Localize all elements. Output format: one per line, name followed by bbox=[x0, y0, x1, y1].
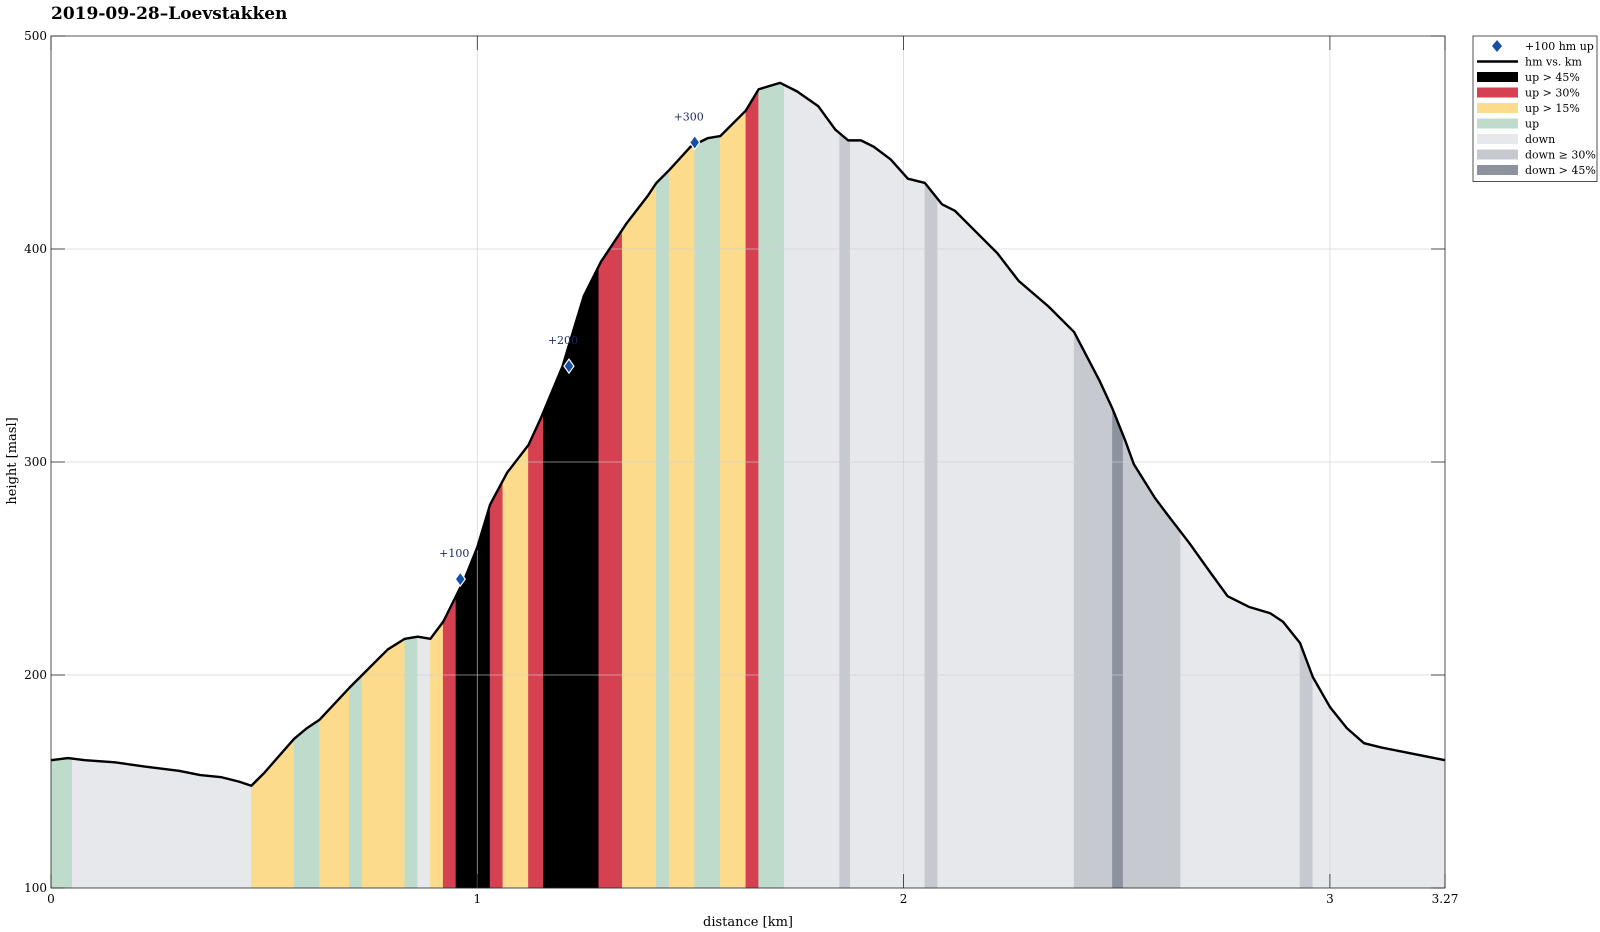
y-tick-label: 400 bbox=[24, 242, 47, 256]
band-down bbox=[783, 84, 840, 889]
y-tick-label: 500 bbox=[24, 29, 47, 43]
legend-label: up > 45% bbox=[1525, 71, 1580, 84]
band-up15 bbox=[719, 109, 747, 889]
legend-marker-symbol bbox=[1492, 40, 1502, 52]
x-tick-label: 3 bbox=[1326, 892, 1334, 906]
band-down30 bbox=[1122, 435, 1181, 889]
band-up bbox=[50, 757, 73, 889]
legend: +100 hm up hm vs. km up > 45% up > 30% up > … bbox=[1472, 35, 1598, 182]
x-tick-label: 0 bbox=[47, 892, 55, 906]
legend-label: hm vs. km bbox=[1525, 56, 1583, 69]
band-up30 bbox=[442, 596, 457, 889]
axes: 0 1 2 3 3.27 100 200 300 400 500 bbox=[24, 29, 1458, 906]
band-up15 bbox=[430, 620, 444, 889]
marker-label: +300 bbox=[674, 111, 704, 124]
y-tick-label: 100 bbox=[24, 881, 47, 895]
band-down30 bbox=[839, 132, 851, 889]
band-down30 bbox=[924, 182, 938, 889]
band-down30 bbox=[1073, 331, 1113, 889]
band-down30 bbox=[1299, 642, 1314, 889]
marker-diamond bbox=[454, 571, 466, 588]
legend-swatch-up45 bbox=[1477, 72, 1518, 82]
profile-line-layer bbox=[50, 81, 1446, 787]
band-up bbox=[758, 82, 785, 889]
legend-label: down ≥ 30% bbox=[1525, 149, 1596, 162]
legend-label: up bbox=[1525, 118, 1539, 131]
band-up15 bbox=[251, 738, 295, 889]
legend-label: up > 15% bbox=[1525, 102, 1580, 115]
profile-line bbox=[50, 81, 1446, 787]
y-tick-label: 300 bbox=[24, 455, 47, 469]
legend-swatch-up15 bbox=[1477, 103, 1518, 113]
marker-layer: +100 +200 +300 bbox=[439, 111, 704, 588]
band-down45 bbox=[1112, 408, 1124, 889]
band-down bbox=[937, 198, 1075, 889]
x-tick-label: 3.27 bbox=[1432, 892, 1459, 906]
band-down bbox=[1180, 530, 1301, 889]
grid-lines bbox=[51, 36, 1445, 888]
chart-title: 2019-09-28–Loevstakken bbox=[51, 4, 287, 24]
x-tick-label: 1 bbox=[473, 892, 481, 906]
band-up30 bbox=[745, 88, 759, 889]
y-axis-label: height [masl] bbox=[5, 417, 20, 504]
band-up30 bbox=[598, 228, 623, 889]
x-tick-label: 2 bbox=[900, 892, 908, 906]
band-up15 bbox=[361, 638, 406, 889]
band-up15 bbox=[319, 687, 350, 889]
band-up bbox=[404, 636, 418, 889]
legend-swatch-down30 bbox=[1477, 149, 1518, 160]
band-up30 bbox=[489, 480, 504, 889]
legend-label: up > 30% bbox=[1525, 87, 1580, 100]
band-up bbox=[293, 719, 320, 889]
legend-label: +100 hm up bbox=[1525, 40, 1594, 53]
legend-swatch-up30 bbox=[1477, 87, 1518, 98]
band-up15 bbox=[502, 444, 529, 889]
legend-swatch-down bbox=[1477, 134, 1518, 144]
band-up45 bbox=[543, 265, 600, 889]
band-up bbox=[349, 674, 363, 889]
marker-diamond bbox=[563, 358, 575, 375]
band-down bbox=[417, 636, 431, 889]
y-tick-label: 200 bbox=[24, 668, 47, 682]
band-up15 bbox=[668, 144, 696, 889]
band-up15 bbox=[621, 181, 657, 889]
band-up30 bbox=[528, 412, 544, 889]
marker-diamond bbox=[688, 134, 701, 151]
legend-label: down bbox=[1525, 133, 1555, 146]
legend-swatch-down45 bbox=[1477, 165, 1518, 175]
legend-label: down > 45% bbox=[1525, 164, 1596, 177]
band-up45 bbox=[455, 504, 491, 889]
x-axis-label: distance [km] bbox=[703, 915, 793, 930]
marker-label: +200 bbox=[548, 334, 578, 347]
legend-swatch-up bbox=[1477, 118, 1518, 129]
gradient-bands bbox=[50, 82, 1446, 889]
band-up bbox=[656, 169, 670, 889]
band-down bbox=[850, 140, 926, 889]
marker-label: +100 bbox=[439, 547, 469, 560]
